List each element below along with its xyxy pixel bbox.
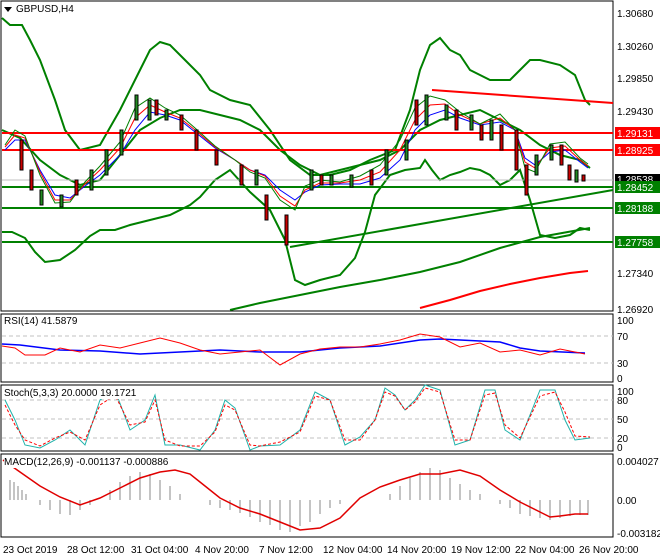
- svg-text:1.28925: 1.28925: [617, 146, 654, 157]
- svg-text:100: 100: [617, 316, 634, 327]
- svg-text:19 Nov 12:00: 19 Nov 12:00: [451, 545, 511, 556]
- svg-text:0: 0: [617, 374, 623, 385]
- candles: [19, 94, 586, 246]
- rsi-panel: [0, 313, 614, 383]
- svg-text:4 Nov 20:00: 4 Nov 20:00: [195, 545, 249, 556]
- svg-text:14 Nov 20:00: 14 Nov 20:00: [387, 545, 447, 556]
- stoch-axis: 100 80 50 20 0: [617, 387, 634, 454]
- svg-text:1.27340: 1.27340: [617, 269, 654, 280]
- stoch-label: Stoch(5,3,3) 20.0000 19.1721: [4, 388, 137, 399]
- svg-text:1.29131: 1.29131: [617, 129, 654, 140]
- symbol-title[interactable]: GBPUSD,H4: [4, 4, 74, 15]
- svg-text:1.27758: 1.27758: [617, 238, 654, 249]
- svg-text:70: 70: [617, 332, 629, 343]
- svg-text:1.26920: 1.26920: [617, 305, 654, 316]
- svg-text:1.28452: 1.28452: [617, 183, 654, 194]
- svg-text:1.30680: 1.30680: [617, 9, 654, 20]
- symbol-label: GBPUSD,H4: [16, 4, 74, 15]
- main-panel: [0, 0, 614, 312]
- svg-text:1.28538: 1.28538: [617, 175, 654, 186]
- time-axis: 23 Oct 2019 28 Oct 12:00 31 Oct 04:00 4 …: [3, 545, 639, 556]
- svg-text:100: 100: [617, 387, 634, 398]
- dropdown-triangle-icon[interactable]: [4, 7, 12, 12]
- svg-text:22 Nov 04:00: 22 Nov 04:00: [515, 545, 575, 556]
- svg-text:1.28188: 1.28188: [617, 204, 654, 215]
- svg-text:50: 50: [617, 415, 629, 426]
- svg-text:1.29850: 1.29850: [617, 74, 654, 85]
- rsi-axis: 100 70 30 0: [617, 316, 634, 385]
- macd-label: MACD(12,26,9) -0.001137 -0.000886: [4, 457, 169, 468]
- svg-text:28 Oct 12:00: 28 Oct 12:00: [67, 545, 125, 556]
- svg-text:23 Oct 2019: 23 Oct 2019: [3, 545, 58, 556]
- svg-text:-0.003182: -0.003182: [617, 529, 660, 540]
- svg-text:12 Nov 04:00: 12 Nov 04:00: [323, 545, 383, 556]
- svg-text:20: 20: [617, 434, 629, 445]
- svg-text:7 Nov 12:00: 7 Nov 12:00: [259, 545, 313, 556]
- svg-text:30: 30: [617, 359, 629, 370]
- svg-text:31 Oct 04:00: 31 Oct 04:00: [131, 545, 189, 556]
- svg-text:0: 0: [617, 443, 623, 454]
- svg-text:1.30260: 1.30260: [617, 42, 654, 53]
- svg-text:0.00: 0.00: [617, 496, 637, 507]
- price-labels: 1.29131 1.28925 1.28538 1.28452 1.28188 …: [615, 127, 660, 249]
- svg-text:1.29430: 1.29430: [617, 107, 654, 118]
- macd-axis: 0.004027 0.00 -0.003182: [617, 457, 660, 540]
- svg-text:80: 80: [617, 396, 629, 407]
- rsi-label: RSI(14) 41.5879: [4, 316, 78, 327]
- svg-text:0.004027: 0.004027: [617, 457, 659, 468]
- price-axis: 1.30680 1.30260 1.29850 1.29430 1.27340 …: [617, 9, 654, 316]
- svg-text:26 Nov 20:00: 26 Nov 20:00: [579, 545, 639, 556]
- macd-histogram: [9, 468, 589, 532]
